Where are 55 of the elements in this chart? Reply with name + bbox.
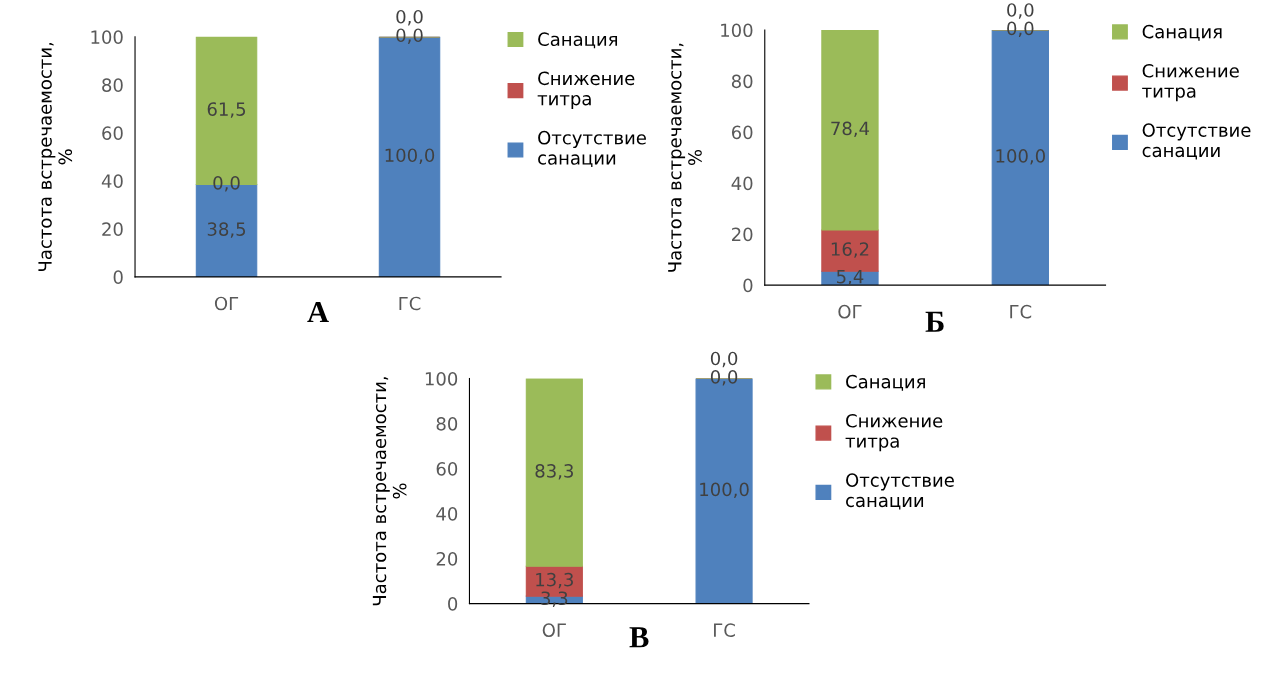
y-tick-label: 80 [102, 78, 123, 92]
data-label: 0,0 [396, 28, 423, 44]
data-label: 16,2 [831, 242, 869, 258]
data-label: 5,4 [836, 270, 864, 286]
legend-label: Снижение титра [1142, 63, 1239, 102]
data-label: 78,4 [831, 121, 870, 138]
y-tick-label: 80 [436, 416, 458, 431]
data-label: 0,0 [396, 9, 423, 26]
y-tick-label: 60 [436, 461, 458, 476]
data-label: 13,3 [536, 572, 573, 589]
x-tick-label: ГС [399, 296, 421, 311]
y-tick-label: 20 [436, 552, 458, 566]
y-tick-label: 0 [113, 270, 123, 285]
y-tick-label: 40 [101, 174, 123, 188]
data-label: 100,0 [385, 148, 435, 164]
x-tick-label: ГС [714, 623, 735, 637]
legend-label: Санация [1142, 24, 1222, 41]
x-tick-label: ОГ [838, 304, 862, 319]
data-label: 38,5 [207, 222, 246, 238]
y-tick-label: 0 [448, 597, 458, 611]
y-tick-label: 20 [102, 222, 123, 236]
data-label: 61,5 [207, 102, 246, 118]
data-label: 100,0 [700, 482, 749, 499]
data-label: 100,0 [996, 149, 1045, 165]
y-tick-label: 100 [721, 23, 753, 38]
data-label: 0,0 [1007, 21, 1034, 38]
x-tick-label: ГС [1010, 304, 1032, 319]
y-tick-label: 40 [436, 507, 458, 521]
y-axis-title: Частота встречаемости, % [38, 42, 73, 271]
y-tick-label: 60 [102, 126, 123, 140]
y-tick-label: 80 [731, 74, 753, 89]
data-label: 83,3 [535, 464, 573, 480]
legend-label: Санация [538, 32, 618, 49]
legend-label: Отсутствие санации [538, 130, 646, 167]
text: А [307, 301, 329, 323]
legend-label: Отсутствие санации [1142, 123, 1251, 160]
y-tick-label: 40 [731, 176, 753, 191]
y-tick-label: 100 [91, 30, 123, 44]
x-tick-label: ОГ [214, 296, 239, 311]
text: Б [925, 311, 944, 332]
y-tick-label: 20 [732, 227, 753, 242]
legend-label: Санация [846, 374, 925, 391]
text: В [629, 627, 649, 648]
y-tick-label: 0 [743, 278, 753, 293]
data-label: 0,0 [710, 351, 738, 368]
y-tick-label: 100 [425, 371, 458, 386]
y-tick-label: 60 [731, 125, 753, 140]
legend-label: Снижение титра [845, 413, 943, 452]
y-axis-title: Частота встречаемости, % [668, 43, 702, 272]
y-axis-title: Частота встречаемости, % [372, 377, 407, 606]
data-label: 0,0 [1007, 3, 1034, 19]
x-tick-label: ОГ [542, 623, 566, 637]
legend-label: Отсутствие санации [846, 473, 954, 510]
legend-label: Снижение титра [537, 71, 635, 109]
data-label: 0,0 [710, 370, 738, 386]
